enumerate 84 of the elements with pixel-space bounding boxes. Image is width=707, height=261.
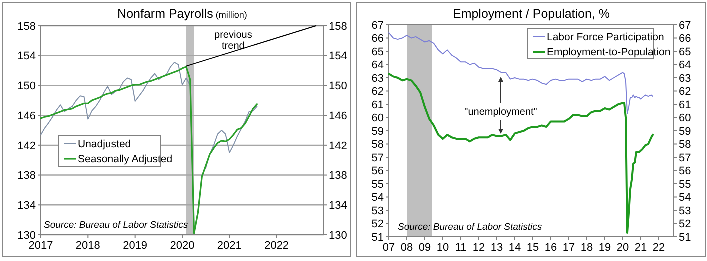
y2-tick-label: 55 — [679, 178, 692, 191]
y2-tick-label: 146 — [329, 110, 348, 122]
annotation: previous trend — [214, 30, 252, 52]
annotation: Source: Bureau of Labor Statistics — [44, 220, 188, 231]
y2-tick-label: 53 — [679, 205, 692, 218]
chart-title: Nonfarm Payrolls — [118, 7, 214, 21]
x-tick-label: 2018 — [76, 240, 100, 252]
x-tick-label: 07 — [382, 242, 396, 254]
y-tick-label: 65 — [372, 46, 384, 58]
y-tick-label: 60 — [372, 112, 384, 125]
y-tick-label: 154 — [18, 50, 36, 63]
chart-subtitle: (million) — [213, 10, 248, 20]
y-tick-label: 51 — [372, 232, 384, 244]
y-tick-label: 63 — [372, 72, 384, 85]
y2-tick-label: 158 — [329, 20, 348, 33]
x-tick-label: 10 — [436, 242, 450, 254]
y-tick-label: 56 — [372, 166, 384, 178]
y2-tick-label: 59 — [679, 126, 692, 138]
y2-tick-label: 64 — [679, 60, 692, 72]
annotation: Source: Bureau of Labor Statistics — [398, 222, 542, 233]
x-tick-label: 2022 — [264, 240, 290, 252]
y2-tick-label: 52 — [679, 218, 692, 231]
x-tick-label: 09 — [418, 242, 432, 254]
y2-tick-label: 142 — [329, 140, 348, 152]
y-tick-label: 52 — [372, 218, 384, 231]
y-tick-label: 142 — [18, 140, 36, 152]
line-series — [388, 73, 654, 234]
y2-tick-label: 51 — [679, 232, 692, 244]
x-tick-label: 21 — [634, 242, 648, 254]
y2-tick-label: 61 — [679, 99, 692, 112]
y2-tick-label: 130 — [329, 230, 348, 242]
y-tick-label: 134 — [18, 200, 36, 212]
y2-tick-label: 63 — [679, 72, 692, 85]
x-tick-label: 14 — [508, 242, 522, 254]
y2-tick-label: 62 — [679, 86, 692, 98]
y-tick-label: 55 — [372, 178, 384, 191]
y-tick-label: 53 — [372, 205, 384, 218]
legend-label: Labor Force Participation — [547, 32, 664, 44]
y2-tick-label: 134 — [329, 200, 348, 212]
y2-tick-label: 54 — [679, 192, 692, 204]
x-tick-label: 16 — [544, 242, 558, 254]
y-tick-label: 146 — [18, 110, 36, 122]
y-tick-label: 61 — [372, 99, 384, 112]
y2-tick-label: 56 — [679, 166, 692, 178]
y2-tick-label: 58 — [679, 139, 692, 152]
legend-label: Unadjusted — [78, 138, 132, 151]
x-tick-label: 13 — [490, 242, 504, 254]
y-tick-label: 150 — [18, 80, 36, 93]
y-tick-label: 158 — [18, 20, 36, 33]
x-tick-label: 22 — [652, 242, 666, 254]
y-tick-label: 67 — [372, 20, 384, 32]
y2-tick-label: 154 — [329, 50, 348, 63]
y2-tick-label: 150 — [329, 80, 348, 93]
y-tick-label: 57 — [372, 152, 384, 164]
x-tick-label: 20 — [616, 242, 630, 254]
y-tick-label: 58 — [372, 139, 384, 152]
x-tick-label: 19 — [598, 242, 612, 254]
x-tick-label: 17 — [562, 242, 576, 254]
y-tick-label: 66 — [372, 33, 384, 46]
y2-tick-label: 66 — [679, 33, 692, 46]
x-tick-label: 2017 — [28, 240, 54, 252]
y2-tick-label: 60 — [679, 112, 692, 125]
y2-tick-label: 67 — [679, 20, 692, 32]
chart-title: Employment / Population, % — [452, 7, 610, 21]
y2-tick-label: 57 — [679, 152, 692, 164]
x-tick-label: 2020 — [170, 240, 195, 252]
y-tick-label: 59 — [372, 126, 384, 138]
annotation: "unemployment" — [464, 107, 538, 118]
x-tick-label: 18 — [580, 242, 594, 254]
legend-label: Employment-to-Population — [547, 46, 671, 59]
x-tick-label: 08 — [400, 242, 414, 254]
y-tick-label: 138 — [18, 170, 36, 182]
x-tick-label: 15 — [526, 242, 540, 254]
y-tick-label: 62 — [372, 86, 384, 98]
y-tick-label: 64 — [372, 60, 384, 72]
x-tick-label: 11 — [455, 242, 467, 254]
y2-tick-label: 65 — [679, 46, 692, 58]
y-tick-label: 130 — [18, 230, 36, 242]
y2-tick-label: 138 — [329, 170, 348, 182]
legend-label: Seasonally Adjusted — [78, 154, 173, 166]
x-tick-label: 2019 — [123, 240, 148, 252]
x-tick-label: 2021 — [217, 240, 242, 252]
x-tick-label: 12 — [472, 242, 486, 254]
y-tick-label: 54 — [372, 192, 384, 204]
